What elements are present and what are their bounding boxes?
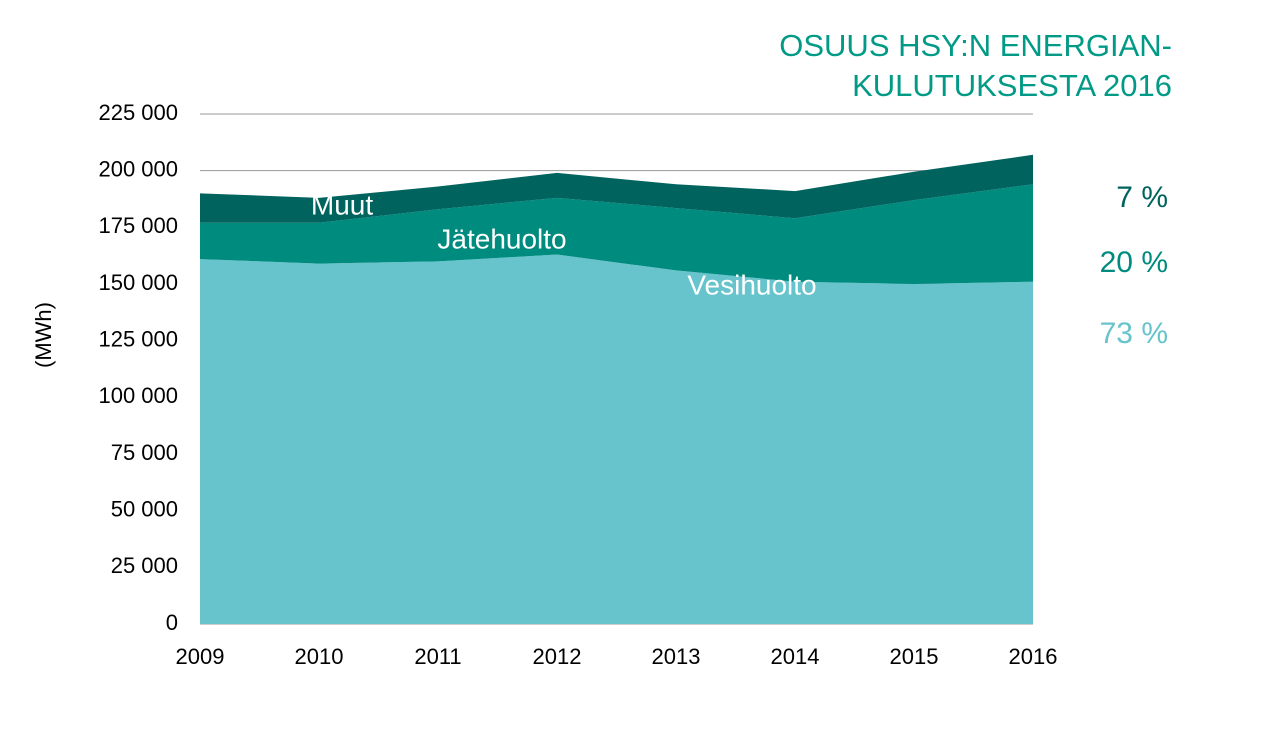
area-label: Jätehuolto xyxy=(437,223,566,254)
y-tick-label: 50 000 xyxy=(111,496,178,521)
area xyxy=(200,184,1033,284)
x-tick-label: 2014 xyxy=(771,644,820,669)
share-label: 73 % xyxy=(1100,317,1168,350)
y-tick-label: 175 000 xyxy=(98,213,178,238)
side-title: KULUTUKSESTA 2016 xyxy=(852,68,1172,103)
y-tick-label: 125 000 xyxy=(98,326,178,351)
x-tick-label: 2012 xyxy=(533,644,582,669)
area xyxy=(200,254,1033,625)
area-label: Vesihuolto xyxy=(687,269,816,300)
x-tick-label: 2015 xyxy=(890,644,939,669)
share-label: 20 % xyxy=(1100,246,1168,279)
side-title: OSUUS HSY:N ENERGIAN- xyxy=(779,28,1172,63)
y-tick-label: 0 xyxy=(166,610,178,635)
x-tick-label: 2009 xyxy=(176,644,225,669)
area-label: Muut xyxy=(311,189,373,220)
x-tick-label: 2011 xyxy=(414,644,461,669)
x-tick-label: 2010 xyxy=(295,644,344,669)
y-tick-label: 225 000 xyxy=(98,100,178,125)
y-axis-label: (MWh) xyxy=(31,302,56,368)
x-tick-label: 2016 xyxy=(1009,644,1058,669)
y-tick-label: 150 000 xyxy=(98,270,178,295)
x-tick-label: 2013 xyxy=(652,644,701,669)
area xyxy=(200,154,1033,223)
y-tick-label: 200 000 xyxy=(98,156,178,181)
y-tick-label: 75 000 xyxy=(111,440,178,465)
y-tick-label: 25 000 xyxy=(111,553,178,578)
share-label: 7 % xyxy=(1116,181,1168,214)
y-tick-label: 100 000 xyxy=(98,383,178,408)
